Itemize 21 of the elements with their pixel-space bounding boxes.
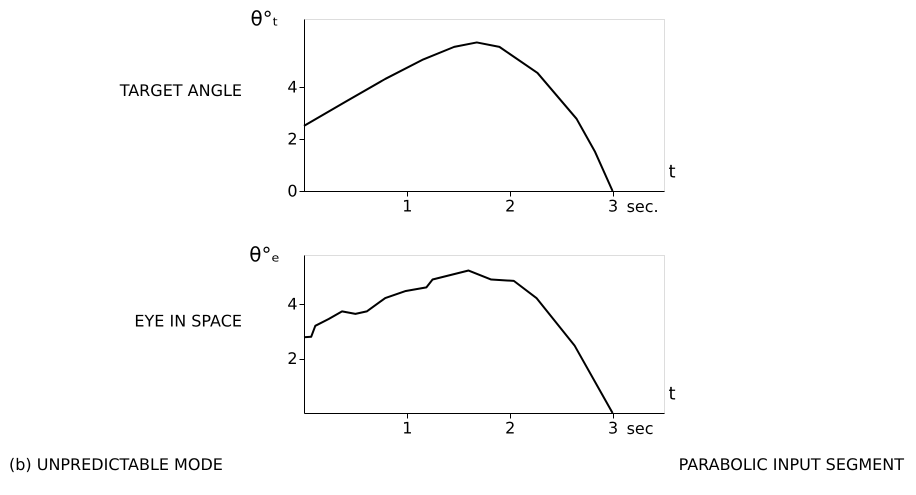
y-tick-label: 0 [287,182,298,200]
y-tick-label: 4 [287,77,298,96]
x-tick-label: 2 [505,196,516,216]
text: (b) UNPREDICTABLE MODE [9,455,223,474]
text: sec [626,419,654,438]
x-tick-label: 1 [402,196,412,216]
text: EYE IN SPACE [134,311,242,330]
y-tick-label: 2 [287,349,298,368]
text: sec. [626,197,659,216]
x-tick-label: 1 [402,418,412,438]
x-tick-label: 3 [608,196,618,216]
y-tick-label: 2 [287,129,298,148]
text: TARGET ANGLE [118,81,242,100]
x-axis-title: t [668,162,676,182]
text: PARABOLIC INPUT SEGMENT [678,455,904,474]
x-tick-label: 2 [505,418,516,438]
y-axis-title: θ°ₑ [249,242,280,266]
y-tick-label: 4 [287,294,298,314]
x-axis-title: t [668,384,676,404]
x-tick-label: 3 [608,418,618,438]
y-axis-title: θ°ₜ [250,6,279,30]
